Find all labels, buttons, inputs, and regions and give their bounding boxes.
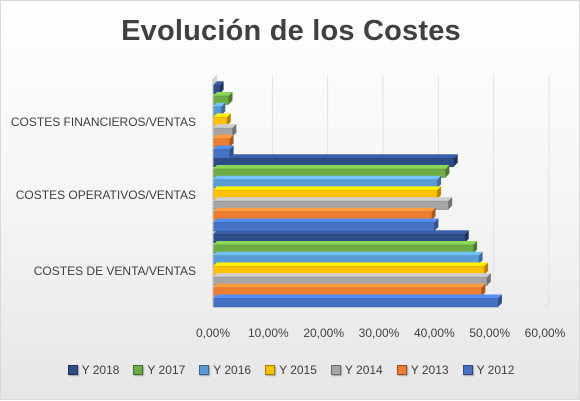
bar-end xyxy=(221,102,226,116)
bar-top xyxy=(213,175,442,180)
bar xyxy=(212,222,435,232)
bar xyxy=(212,298,499,308)
x-tick-label: 50,00% xyxy=(469,326,510,340)
bar-top xyxy=(213,81,224,86)
bar-end xyxy=(437,175,442,189)
bar-end xyxy=(453,154,458,167)
legend-item: Y 2013 xyxy=(396,363,449,377)
bar-top xyxy=(213,273,491,278)
gridline-floor xyxy=(544,302,550,308)
bar-top xyxy=(213,207,436,212)
legend-label: Y 2016 xyxy=(213,363,252,377)
legend-label: Y 2014 xyxy=(344,363,383,377)
bar-top xyxy=(213,230,469,235)
x-tick-label: 20,00% xyxy=(303,326,344,340)
bar-end xyxy=(445,165,450,178)
bar-top xyxy=(213,186,442,191)
bar-end xyxy=(226,113,231,126)
bar-top xyxy=(213,165,450,169)
x-tick-label: 40,00% xyxy=(414,326,455,340)
legend-swatch xyxy=(67,365,78,375)
bar-top xyxy=(213,113,231,118)
bar-top xyxy=(213,262,489,267)
legend-item: Y 2012 xyxy=(462,363,515,377)
category-label: COSTES DE VENTA/VENTAS xyxy=(33,263,196,278)
legend-item: Y 2015 xyxy=(265,363,317,377)
bar-end xyxy=(497,294,502,307)
chart-title: Evolución de los Costes xyxy=(121,15,461,47)
legend-swatch xyxy=(396,365,407,375)
bar-end xyxy=(464,230,469,243)
x-tick-label: 30,00% xyxy=(359,326,400,340)
legend-swatch xyxy=(199,365,210,375)
bar-top xyxy=(213,102,226,107)
bar-end xyxy=(481,283,486,297)
bar-end xyxy=(229,134,234,148)
bar-end xyxy=(437,186,442,199)
legend-swatch xyxy=(330,365,341,375)
bar-end xyxy=(486,273,491,286)
bar xyxy=(212,149,230,159)
bar-end xyxy=(448,197,453,210)
legend-label: Y 2018 xyxy=(81,363,120,377)
bar-end xyxy=(232,124,237,137)
bar-top xyxy=(213,92,233,96)
legend-swatch xyxy=(265,365,276,375)
x-tick-label: 60,00% xyxy=(525,326,566,340)
bar-top xyxy=(213,294,502,299)
legend-item: Y 2018 xyxy=(67,363,120,377)
bar-top xyxy=(213,283,486,288)
bar-top xyxy=(213,197,453,202)
bar-top xyxy=(213,218,439,223)
category-label: COSTES FINANCIEROS/VENTAS xyxy=(10,114,196,129)
bar-top xyxy=(213,134,234,139)
bar-top xyxy=(213,145,234,150)
bar-end xyxy=(434,218,439,231)
bar-end xyxy=(431,207,436,221)
legend-item: Y 2016 xyxy=(199,363,251,377)
legend-item: Y 2014 xyxy=(330,363,383,377)
bar-top xyxy=(213,154,458,159)
bar-end xyxy=(219,81,224,94)
bar-end xyxy=(473,241,478,254)
legend-swatch xyxy=(133,365,144,375)
x-tick-label: 0,00% xyxy=(196,326,230,340)
legend-label: Y 2013 xyxy=(410,363,449,377)
bar-end xyxy=(229,145,234,158)
legend: Y 2018 Y 2017 Y 2016 Y 2015 Y 2014 Y 2013 Y 20… xyxy=(1,363,580,377)
bar-end xyxy=(228,92,233,105)
bar-end xyxy=(478,251,483,265)
legend-item: Y 2017 xyxy=(133,363,185,377)
legend-swatch xyxy=(462,365,473,375)
legend-label: Y 2017 xyxy=(147,363,186,377)
bar-end xyxy=(484,262,489,275)
category-label: COSTES OPERATIVOS/VENTAS xyxy=(15,187,196,202)
legend-label: Y 2015 xyxy=(279,363,317,377)
bar-top xyxy=(213,251,483,256)
x-tick-label: 10,00% xyxy=(248,326,289,340)
bar-top xyxy=(213,241,478,245)
bar-top xyxy=(213,124,237,129)
legend-label: Y 2012 xyxy=(476,363,515,377)
